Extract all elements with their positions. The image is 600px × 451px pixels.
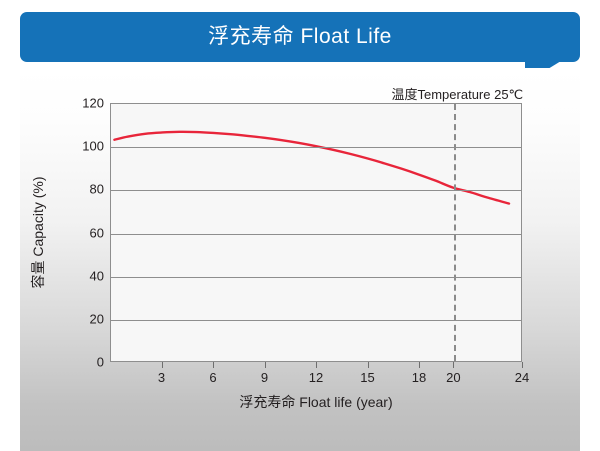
y-tick-label-40: 40 xyxy=(89,268,104,284)
plot-area xyxy=(110,103,522,362)
y-tick-label-100: 100 xyxy=(82,138,104,154)
x-tick-mark-18 xyxy=(419,362,420,368)
x-tick-label-20: 20 xyxy=(446,370,461,385)
temperature-annotation-label: 温度Temperature 25℃ xyxy=(391,87,524,102)
capacity-curve xyxy=(113,130,511,205)
x-tick-mark-6 xyxy=(213,362,214,368)
x-tick-mark-20 xyxy=(453,362,455,368)
x-axis-ticks: 3 6 9 12 15 18 20 24 xyxy=(110,362,529,392)
gridline-y-100 xyxy=(111,147,521,149)
y-tick-label-60: 60 xyxy=(89,225,104,240)
y-tick-label-20: 20 xyxy=(89,311,104,327)
x-tick-mark-9 xyxy=(264,362,266,368)
x-axis-title: 浮充寿命 Float life (year) xyxy=(239,394,393,410)
banner-background xyxy=(20,12,580,62)
x-tick-label-3: 3 xyxy=(157,370,166,385)
gridline-y-60 xyxy=(111,233,521,235)
y-axis-ticks: 0 20 40 60 80 100 120 xyxy=(62,96,104,370)
y-tick-label-80: 80 xyxy=(89,181,104,197)
x-tick-label-15: 15 xyxy=(360,370,375,385)
x-tick-mark-3 xyxy=(161,362,163,368)
x-tick-label-9: 9 xyxy=(260,370,269,385)
y-tick-label-0: 0 xyxy=(96,354,104,370)
x-tick-label-24: 24 xyxy=(514,370,530,385)
temperature-reference-line xyxy=(454,104,457,361)
gridline-y-40 xyxy=(111,276,521,278)
gridline-y-80 xyxy=(111,190,521,192)
x-tick-mark-24 xyxy=(522,362,523,368)
x-tick-label-6: 6 xyxy=(209,370,217,385)
header-banner: 浮充寿命 Float Life xyxy=(20,12,580,83)
x-tick-mark-12 xyxy=(316,362,317,368)
x-tick-mark-15 xyxy=(367,362,369,368)
x-tick-label-12: 12 xyxy=(308,370,324,385)
y-axis-title: 容量 Capacity (%) xyxy=(30,176,46,289)
y-tick-label-120: 120 xyxy=(82,95,104,111)
gridline-y-20 xyxy=(111,319,521,321)
page-title: 浮充寿命 Float Life xyxy=(208,25,392,48)
capacity-curve-path xyxy=(113,130,511,205)
x-tick-label-18: 18 xyxy=(411,370,427,385)
